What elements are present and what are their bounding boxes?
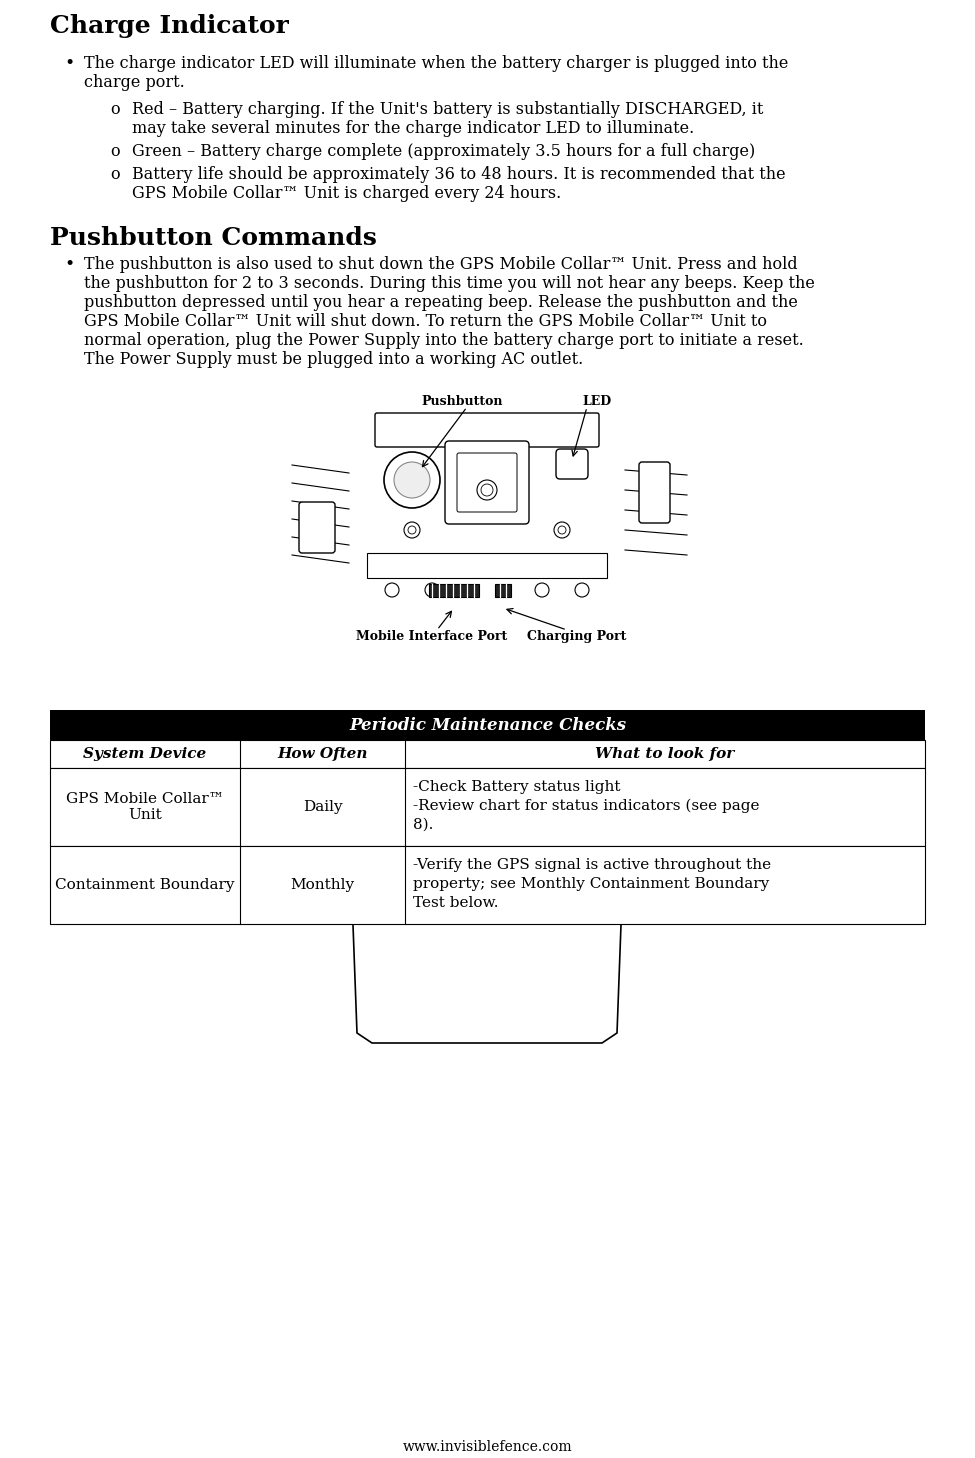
Circle shape: [481, 484, 493, 496]
Circle shape: [385, 583, 399, 596]
Bar: [50, 741, 925, 768]
Text: Containment Boundary: Containment Boundary: [56, 878, 235, 892]
Text: The Power Supply must be plugged into a working AC outlet.: The Power Supply must be plugged into a …: [84, 351, 583, 367]
Text: charge port.: charge port.: [84, 74, 184, 90]
Text: Test below.: Test below.: [413, 897, 498, 910]
FancyBboxPatch shape: [639, 462, 670, 523]
Circle shape: [554, 522, 570, 538]
Text: Battery life should be approximately 36 to 48 hours. It is recommended that the: Battery life should be approximately 36 …: [132, 166, 786, 184]
Polygon shape: [352, 878, 622, 1042]
Bar: [50, 768, 925, 846]
Text: Pushbutton Commands: Pushbutton Commands: [50, 226, 377, 249]
Circle shape: [408, 526, 416, 534]
Text: Pushbutton: Pushbutton: [421, 395, 503, 408]
Text: System Device: System Device: [84, 746, 207, 761]
Text: -Review chart for status indicators (see page: -Review chart for status indicators (see…: [413, 799, 760, 814]
Circle shape: [394, 462, 430, 499]
Text: •: •: [64, 257, 74, 273]
Circle shape: [575, 583, 589, 596]
Circle shape: [384, 452, 440, 507]
Circle shape: [477, 480, 497, 500]
Text: o: o: [110, 101, 120, 118]
Text: Charge Indicator: Charge Indicator: [50, 15, 289, 38]
Text: Red – Battery charging. If the Unit's battery is substantially DISCHARGED, it: Red – Battery charging. If the Unit's ba…: [132, 101, 763, 118]
Text: The pushbutton is also used to shut down the GPS Mobile Collar™ Unit. Press and : The pushbutton is also used to shut down…: [84, 257, 798, 273]
Text: www.invisiblefence.com: www.invisiblefence.com: [403, 1441, 572, 1454]
Text: Green – Battery charge complete (approximately 3.5 hours for a full charge): Green – Battery charge complete (approxi…: [132, 143, 756, 160]
Text: the pushbutton for 2 to 3 seconds. During this time you will not hear any beeps.: the pushbutton for 2 to 3 seconds. Durin…: [84, 276, 815, 292]
FancyBboxPatch shape: [445, 440, 529, 523]
Text: normal operation, plug the Power Supply into the battery charge port to initiate: normal operation, plug the Power Supply …: [84, 332, 803, 348]
Text: property; see Monthly Containment Boundary: property; see Monthly Containment Bounda…: [413, 878, 769, 891]
Text: GPS Mobile Collar™ Unit is charged every 24 hours.: GPS Mobile Collar™ Unit is charged every…: [132, 185, 562, 203]
Text: GPS Mobile Collar™ Unit will shut down. To return the GPS Mobile Collar™ Unit to: GPS Mobile Collar™ Unit will shut down. …: [84, 313, 767, 330]
Text: LED: LED: [582, 395, 611, 408]
Bar: [367, 553, 607, 577]
Text: GPS Mobile Collar™
Unit: GPS Mobile Collar™ Unit: [66, 792, 224, 822]
FancyBboxPatch shape: [556, 449, 588, 480]
FancyBboxPatch shape: [299, 502, 335, 553]
Text: Mobile Interface Port: Mobile Interface Port: [357, 630, 508, 643]
Text: The charge indicator LED will illuminate when the battery charger is plugged int: The charge indicator LED will illuminate…: [84, 55, 789, 71]
Bar: [495, 585, 511, 596]
Bar: [429, 585, 479, 596]
Bar: [50, 710, 925, 741]
Circle shape: [558, 526, 566, 534]
Text: •: •: [64, 55, 74, 71]
FancyBboxPatch shape: [375, 413, 599, 448]
Text: o: o: [110, 143, 120, 160]
Circle shape: [425, 583, 439, 596]
Bar: [50, 846, 925, 924]
Text: 8).: 8).: [413, 818, 433, 833]
Text: -Check Battery status light: -Check Battery status light: [413, 780, 620, 795]
Text: How Often: How Often: [277, 746, 368, 761]
Text: Periodic Maintenance Checks: Periodic Maintenance Checks: [349, 716, 626, 733]
Circle shape: [404, 522, 420, 538]
Circle shape: [535, 583, 549, 596]
Text: Monthly: Monthly: [291, 878, 355, 892]
Text: may take several minutes for the charge indicator LED to illuminate.: may take several minutes for the charge …: [132, 120, 694, 137]
Text: What to look for: What to look for: [596, 746, 734, 761]
Text: Daily: Daily: [302, 800, 342, 814]
Text: pushbutton depressed until you hear a repeating beep. Release the pushbutton and: pushbutton depressed until you hear a re…: [84, 295, 798, 311]
Text: o: o: [110, 166, 120, 184]
Text: Charging Port: Charging Port: [527, 630, 627, 643]
FancyBboxPatch shape: [457, 453, 517, 512]
Text: -Verify the GPS signal is active throughout the: -Verify the GPS signal is active through…: [413, 857, 771, 872]
